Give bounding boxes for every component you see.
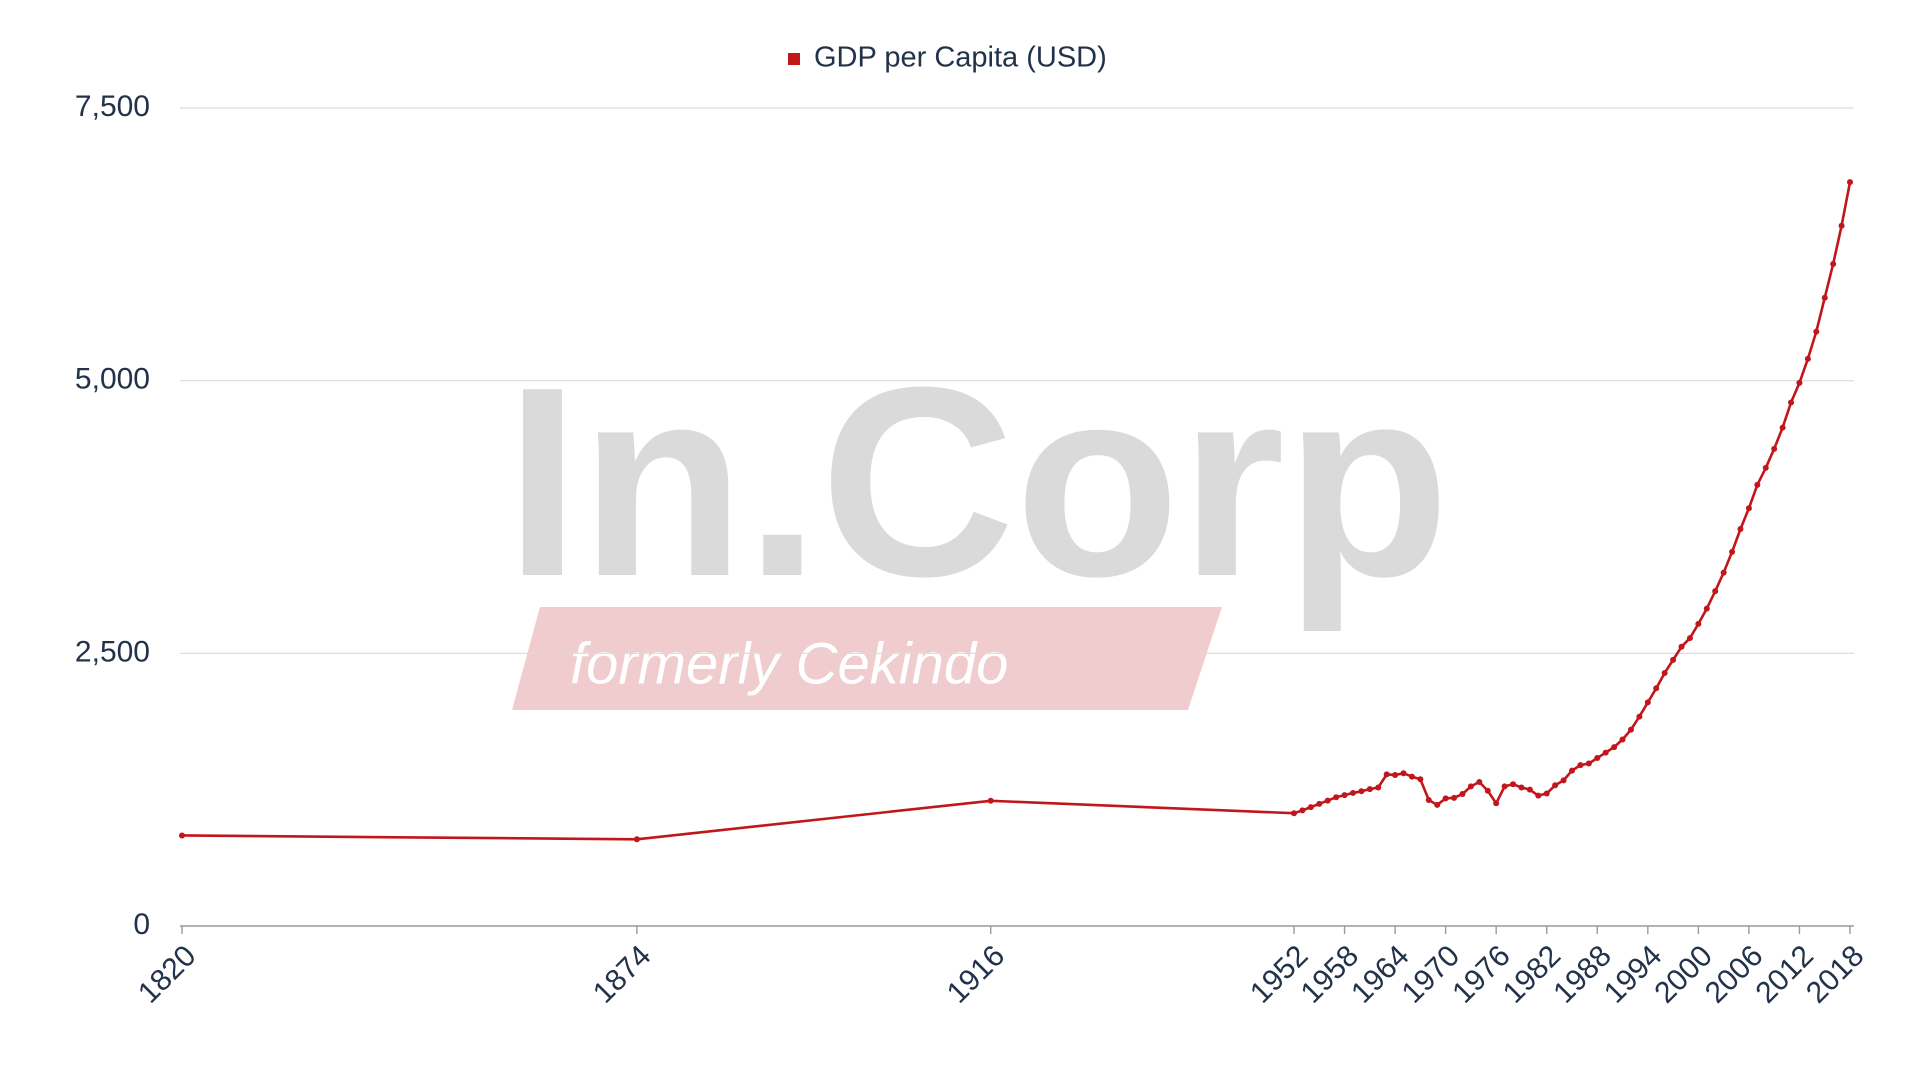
data-point bbox=[1543, 790, 1550, 797]
y-tick-label: 5,000 bbox=[75, 363, 150, 396]
data-point bbox=[1771, 445, 1778, 452]
x-tick-label: 1976 bbox=[1446, 939, 1517, 1010]
data-point bbox=[633, 836, 640, 843]
data-point bbox=[1467, 783, 1474, 790]
data-point bbox=[1636, 713, 1643, 720]
data-point bbox=[1602, 749, 1609, 756]
data-point bbox=[1451, 794, 1458, 801]
data-point bbox=[1484, 787, 1491, 794]
data-point bbox=[1737, 525, 1744, 532]
data-point bbox=[1779, 424, 1786, 431]
data-point bbox=[1299, 807, 1306, 814]
x-tick-label: 2006 bbox=[1699, 939, 1770, 1010]
data-point bbox=[1611, 744, 1618, 751]
x-tick-label: 2012 bbox=[1749, 939, 1820, 1010]
y-tick-label: 0 bbox=[133, 908, 150, 941]
data-point bbox=[1535, 792, 1542, 799]
data-point bbox=[1594, 755, 1601, 762]
data-point bbox=[1577, 762, 1584, 769]
watermark-banner bbox=[512, 607, 1222, 710]
data-point bbox=[1796, 379, 1803, 386]
data-point bbox=[1526, 786, 1533, 793]
data-point bbox=[1518, 784, 1525, 791]
x-tick-label: 1952 bbox=[1244, 939, 1315, 1010]
data-point bbox=[1720, 569, 1727, 576]
watermark: In.Corp formerly Cekindo bbox=[505, 332, 1450, 710]
data-line bbox=[181, 181, 1852, 841]
data-point bbox=[1366, 786, 1373, 793]
data-point bbox=[1392, 771, 1399, 778]
x-tick-label: 1964 bbox=[1345, 939, 1416, 1010]
data-point bbox=[1788, 399, 1795, 406]
legend-swatch bbox=[788, 53, 800, 65]
data-point bbox=[1703, 605, 1710, 612]
legend-label: GDP per Capita (USD) bbox=[814, 42, 1107, 74]
data-point bbox=[1754, 481, 1761, 488]
data-point bbox=[1821, 294, 1828, 301]
data-point bbox=[1627, 726, 1634, 733]
data-point bbox=[1501, 783, 1508, 790]
data-point bbox=[1400, 770, 1407, 777]
data-point bbox=[1425, 797, 1432, 804]
data-point bbox=[1686, 635, 1693, 642]
data-point bbox=[1762, 464, 1769, 471]
x-tick-label: 2018 bbox=[1800, 939, 1871, 1010]
data-point bbox=[1552, 782, 1559, 789]
data-point bbox=[1695, 620, 1702, 627]
y-tick-label: 7,500 bbox=[75, 90, 150, 123]
data-point bbox=[1804, 355, 1811, 362]
data-point bbox=[1375, 784, 1382, 791]
data-point bbox=[1830, 260, 1837, 267]
x-tick-label: 1982 bbox=[1497, 939, 1568, 1010]
data-point bbox=[1324, 797, 1331, 804]
x-tick-label: 1916 bbox=[941, 939, 1012, 1010]
data-point bbox=[1408, 773, 1415, 780]
data-point bbox=[1644, 699, 1651, 706]
data-point bbox=[1678, 643, 1685, 650]
x-tick-label: 1874 bbox=[587, 939, 658, 1010]
data-point bbox=[179, 832, 185, 839]
data-point bbox=[1476, 779, 1483, 786]
data-point bbox=[1838, 222, 1845, 229]
data-point bbox=[1493, 800, 1500, 807]
legend: GDP per Capita (USD) bbox=[788, 42, 1107, 74]
data-point bbox=[987, 797, 994, 804]
x-tick-label: 1970 bbox=[1396, 939, 1467, 1010]
data-point bbox=[1341, 792, 1348, 799]
data-point bbox=[1333, 794, 1340, 801]
x-tick-label: 1988 bbox=[1547, 939, 1618, 1010]
data-point bbox=[1291, 810, 1297, 817]
data-point bbox=[1729, 548, 1736, 555]
watermark-subtitle: formerly Cekindo bbox=[570, 631, 1008, 696]
data-point bbox=[1417, 776, 1424, 783]
y-tick-label: 2,500 bbox=[75, 635, 150, 668]
data-point bbox=[1847, 179, 1853, 186]
x-tick-label: 1994 bbox=[1598, 939, 1669, 1010]
data-point bbox=[1434, 801, 1441, 808]
data-point bbox=[1585, 760, 1592, 767]
data-point bbox=[1349, 789, 1356, 796]
data-point bbox=[1619, 736, 1626, 743]
data-point bbox=[1813, 328, 1820, 335]
x-tick-label: 2000 bbox=[1648, 939, 1719, 1010]
data-point bbox=[1459, 791, 1466, 798]
data-point bbox=[1442, 795, 1449, 802]
x-tick-label: 1958 bbox=[1295, 939, 1366, 1010]
x-tick-label: 1820 bbox=[132, 939, 203, 1010]
data-point bbox=[1670, 656, 1677, 663]
data-point bbox=[1358, 788, 1365, 795]
data-point bbox=[1745, 505, 1752, 512]
data-point bbox=[1510, 781, 1517, 788]
data-point bbox=[1661, 669, 1668, 676]
data-point bbox=[1560, 777, 1567, 784]
data-point bbox=[1712, 588, 1719, 595]
watermark-title: In.Corp bbox=[505, 332, 1450, 634]
data-point bbox=[1316, 800, 1323, 807]
data-point bbox=[1653, 685, 1660, 692]
data-point bbox=[1383, 771, 1390, 778]
data-point bbox=[1307, 804, 1314, 811]
data-point bbox=[1569, 767, 1575, 774]
